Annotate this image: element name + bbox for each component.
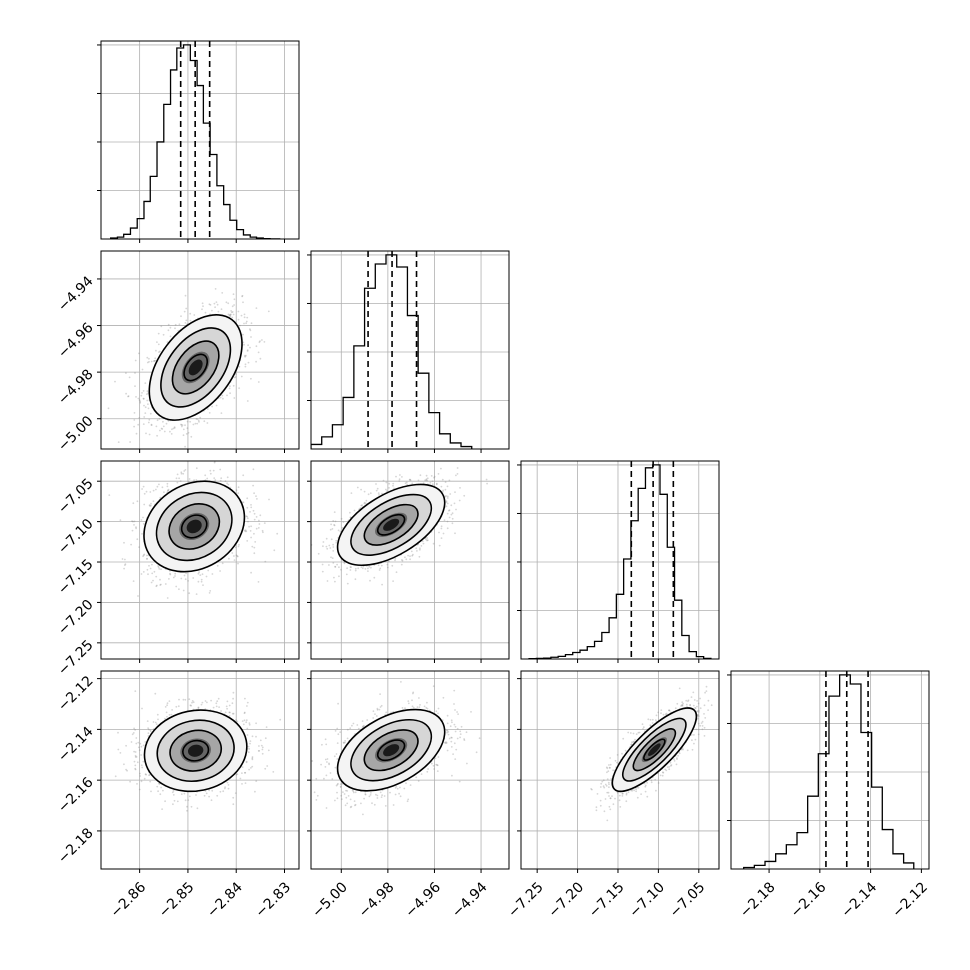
panel-frame xyxy=(100,670,300,870)
x-tick-label: −4.96 xyxy=(402,879,444,921)
y-tick-label: −7.05 xyxy=(55,476,97,518)
contour-2 xyxy=(350,718,433,782)
contour-3 xyxy=(336,483,446,567)
panel-frame xyxy=(310,460,510,660)
contour-2 xyxy=(350,493,433,556)
scatter-panel-1-2 xyxy=(307,460,510,663)
contour-0 xyxy=(180,514,208,539)
histogram-panel-2 xyxy=(517,460,720,663)
y-tick-label: −2.18 xyxy=(55,825,97,867)
histogram-line xyxy=(110,44,281,239)
contour-0 xyxy=(183,353,209,382)
x-tick-label: −5.00 xyxy=(309,879,351,921)
contour-0 xyxy=(182,739,210,762)
histogram-panel-3: −2.18 −2.16 −2.14 −2.12 xyxy=(727,670,931,921)
x-tick-label: −7.15 xyxy=(586,879,628,921)
contour-0 xyxy=(376,739,406,762)
contour-1 xyxy=(363,503,419,546)
x-tick-label: −2.12 xyxy=(889,879,931,921)
x-tick-label: −7.10 xyxy=(626,879,668,921)
density-level-4 xyxy=(187,744,204,757)
scatter-panel-0-3: −2.18 −2.16 −2.14 −2.12 −2.86 −2.85 −2.84 −2.83 xyxy=(55,670,300,921)
contour-1 xyxy=(632,728,677,772)
y-tick-label: −4.94 xyxy=(55,273,97,315)
x-tick-label: −4.98 xyxy=(356,879,398,921)
contour-3 xyxy=(611,707,698,793)
density-level-4 xyxy=(186,519,202,534)
x-tick-label: −7.25 xyxy=(505,879,547,921)
histogram-line xyxy=(743,674,915,869)
x-tick-label: −7.05 xyxy=(667,879,709,921)
panel-frame xyxy=(730,670,930,870)
density-level-4 xyxy=(383,518,400,531)
scatter-panel-2-3: −7.25−7.20−7.15−7.10−7.05 xyxy=(505,670,720,921)
contour-3 xyxy=(143,480,246,573)
contour-1 xyxy=(363,729,419,772)
histogram-panel-0 xyxy=(97,40,300,243)
contour-3 xyxy=(148,314,243,421)
x-tick-label: −2.85 xyxy=(156,879,198,921)
x-tick-label: −2.18 xyxy=(737,879,779,921)
density-level-4 xyxy=(188,359,203,376)
contour-0 xyxy=(376,513,406,536)
y-tick-label: −7.25 xyxy=(55,637,97,679)
x-tick-label: −4.94 xyxy=(449,879,491,921)
contour-2 xyxy=(156,719,235,782)
y-tick-label: −7.15 xyxy=(55,556,97,598)
panel-frame xyxy=(310,250,510,450)
y-tick-label: −2.12 xyxy=(55,673,97,715)
panel-frame xyxy=(100,460,300,660)
y-tick-label: −2.14 xyxy=(55,724,97,766)
contour-0 xyxy=(643,738,666,761)
panel-frame xyxy=(520,670,720,870)
x-tick-label: −7.20 xyxy=(546,879,588,921)
histogram-line xyxy=(528,464,712,659)
y-tick-label: −4.98 xyxy=(55,366,97,408)
x-tick-label: −2.84 xyxy=(204,879,246,921)
y-tick-label: −7.10 xyxy=(55,516,97,558)
contour-1 xyxy=(169,729,223,772)
y-tick-label: −2.16 xyxy=(55,774,97,816)
contour-2 xyxy=(160,327,232,408)
contour-2 xyxy=(155,491,233,562)
panel-frame xyxy=(100,40,300,240)
x-tick-label: −2.86 xyxy=(108,879,150,921)
contour-2 xyxy=(622,717,687,782)
contour-1 xyxy=(168,503,221,550)
panel-frame xyxy=(310,670,510,870)
contour-3 xyxy=(336,708,446,792)
scatter-panel-0-2: −7.25−7.20−7.15−7.10−7.05 xyxy=(55,460,300,679)
scatter-panel-1-3: −5.00 −4.98 −4.96 −4.94 xyxy=(307,670,510,921)
x-tick-label: −2.16 xyxy=(788,879,830,921)
density-level-4 xyxy=(383,744,400,757)
y-tick-label: −7.20 xyxy=(55,597,97,639)
panel-frame xyxy=(520,460,720,660)
x-tick-label: −2.83 xyxy=(252,879,294,921)
panel-frame xyxy=(100,250,300,450)
histogram-panel-1 xyxy=(307,250,510,453)
scatter-panel-0-1: −5.00 −4.98−4.96 −4.94 xyxy=(55,250,300,455)
density-level-4 xyxy=(648,743,661,756)
x-tick-label: −2.14 xyxy=(839,879,881,921)
y-tick-label: −5.00 xyxy=(55,413,97,455)
contour-3 xyxy=(143,709,248,793)
contour-1 xyxy=(171,340,220,395)
y-tick-label: −4.96 xyxy=(55,320,97,362)
